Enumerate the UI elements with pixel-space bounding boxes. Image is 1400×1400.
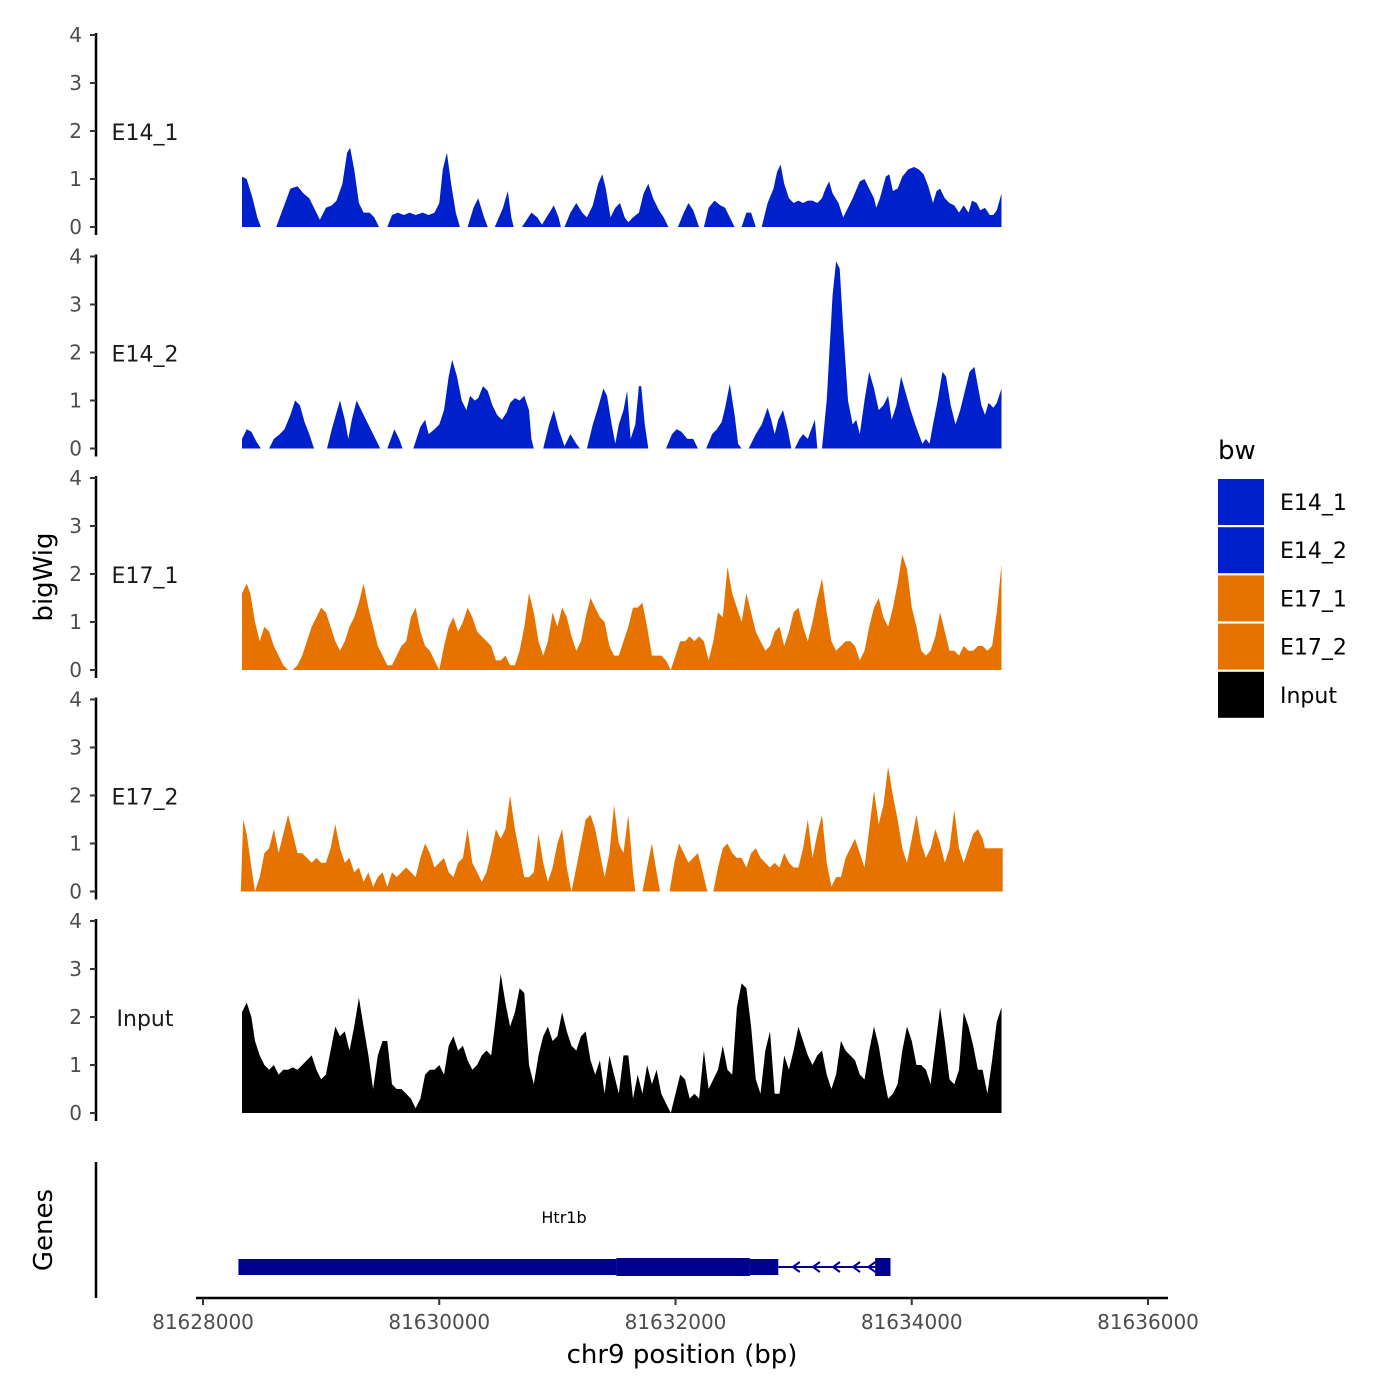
y-tick-label: 2 xyxy=(69,784,82,808)
y-tick-label: 0 xyxy=(69,437,82,461)
strand-arrow xyxy=(866,1261,876,1273)
strand-arrow xyxy=(791,1261,801,1273)
y-tick-label: 4 xyxy=(69,909,82,933)
y-axis-title: bigWig xyxy=(29,532,59,621)
y-tick-label: 0 xyxy=(69,880,82,904)
legend-key-e14-1 xyxy=(1218,479,1264,525)
strand-arrow xyxy=(851,1261,861,1273)
track-area-e14-2 xyxy=(242,261,1002,449)
y-tick-label: 0 xyxy=(69,215,82,239)
y-tick-label: 3 xyxy=(69,293,82,317)
legend-items: E14_1 E14_2 E17_1 E17_2 Input xyxy=(1218,479,1347,718)
x-tick-label: 81634000 xyxy=(861,1310,963,1334)
y-tick-label: 2 xyxy=(69,1005,82,1029)
x-tick-label: 81632000 xyxy=(625,1310,727,1334)
track-area-e17-2 xyxy=(240,766,1003,892)
legend-label-e14-1: E14_1 xyxy=(1280,491,1347,516)
track-e17-1: 0 1 2 3 4 E17_1 xyxy=(69,466,1002,682)
y-tick-label: 0 xyxy=(69,658,82,682)
x-ticks: 81628000 81630000 81632000 81634000 81636000 xyxy=(152,1298,1199,1334)
track-label: E14_2 xyxy=(112,343,179,368)
y-tick-label: 3 xyxy=(69,514,82,538)
y-tick-label: 1 xyxy=(69,832,82,856)
legend: bw E14_1 E14_2 E17_1 E17_2 Input xyxy=(1218,436,1347,718)
y-tick-label: 2 xyxy=(69,562,82,586)
legend-label-e17-1: E17_1 xyxy=(1280,587,1347,612)
strand-arrow xyxy=(811,1261,821,1273)
gene-model xyxy=(238,1258,891,1276)
legend-key-input xyxy=(1218,671,1264,718)
y-tick-label: 1 xyxy=(69,167,82,191)
gene-label-htr1b: Htr1b xyxy=(541,1208,586,1227)
gene-exon-block xyxy=(238,1259,617,1275)
track-area-e14-1 xyxy=(242,147,1002,227)
y-tick-label: 1 xyxy=(69,610,82,634)
track-label: Input xyxy=(117,1007,174,1032)
track-e14-2: 0 1 2 3 4 E14_2 xyxy=(69,245,1002,461)
track-label: E17_2 xyxy=(112,786,179,811)
y-tick-label: 3 xyxy=(69,71,82,95)
track-e17-2: 0 1 2 3 4 E17_2 xyxy=(69,688,1003,904)
legend-key-e17-2 xyxy=(1218,623,1264,670)
track-area-e17-1 xyxy=(242,554,1002,670)
x-tick-label: 81628000 xyxy=(152,1310,254,1334)
y-tick-label: 2 xyxy=(69,119,82,143)
y-tick-label: 4 xyxy=(69,23,82,47)
x-axis: 81628000 81630000 81632000 81634000 81636000… xyxy=(152,1296,1199,1370)
y-tick-label: 4 xyxy=(69,466,82,490)
tracks-layer: 0 1 2 3 4 E14_1 0 1 2 3 4 E14_2 0 1 2 3 4 E17_1 0 1 2 3 4 E17_2… xyxy=(69,23,1003,1125)
x-tick-label: 81630000 xyxy=(388,1310,490,1334)
legend-label-e17-2: E17_2 xyxy=(1280,636,1347,661)
track-input: 0 1 2 3 4 Input xyxy=(69,909,1002,1125)
legend-label-input: Input xyxy=(1280,684,1337,709)
strand-arrow xyxy=(831,1261,841,1273)
y-tick-label: 4 xyxy=(69,245,82,269)
y-tick-label: 3 xyxy=(69,736,82,760)
legend-title: bw xyxy=(1218,436,1256,466)
y-tick-label: 4 xyxy=(69,688,82,712)
track-label: E14_1 xyxy=(112,121,179,146)
track-label: E17_1 xyxy=(112,564,179,589)
gene-exon-block xyxy=(875,1258,891,1276)
legend-key-e14-2 xyxy=(1218,527,1264,574)
y-tick-label: 0 xyxy=(69,1101,82,1125)
gene-panel: Genes Htr1b xyxy=(29,1162,891,1298)
y-tick-label: 3 xyxy=(69,957,82,981)
genes-axis-title: Genes xyxy=(29,1189,59,1271)
x-tick-label: 81636000 xyxy=(1097,1310,1199,1334)
x-axis-title: chr9 position (bp) xyxy=(567,1340,798,1370)
y-tick-label: 1 xyxy=(69,1053,82,1077)
y-tick-label: 1 xyxy=(69,389,82,413)
legend-label-e14-2: E14_2 xyxy=(1280,539,1347,564)
gene-exon-block xyxy=(749,1259,779,1275)
y-tick-label: 2 xyxy=(69,341,82,365)
legend-key-e17-1 xyxy=(1218,575,1264,622)
track-e14-1: 0 1 2 3 4 E14_1 xyxy=(69,23,1002,239)
track-area-input xyxy=(242,973,1002,1113)
gene-cds-block xyxy=(616,1258,750,1276)
